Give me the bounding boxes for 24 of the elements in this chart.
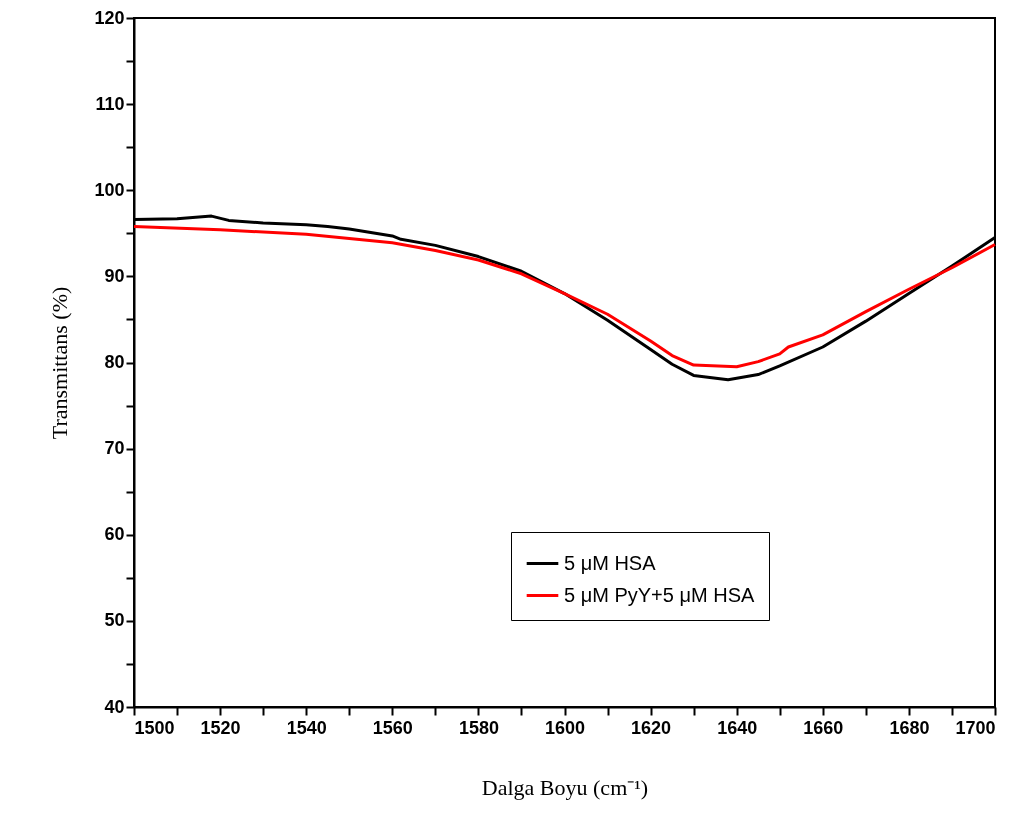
x-tick-label: 1580: [458, 717, 499, 738]
y-tick-label: 120: [94, 7, 125, 28]
y-tick-label: 50: [104, 610, 125, 631]
y-tick-label: 70: [104, 438, 125, 459]
x-tick-label: 1700: [955, 717, 996, 738]
x-tick-label: 1500: [134, 717, 175, 738]
x-tick-label: 1660: [803, 717, 844, 738]
y-tick-label: 90: [104, 265, 125, 286]
x-tick-label: 1600: [544, 717, 586, 738]
legend-label: 5 μM HSA: [564, 551, 657, 574]
y-tick-label: 60: [104, 524, 125, 545]
x-tick-label: 1520: [200, 717, 241, 738]
x-tick-label: 1640: [717, 717, 758, 738]
y-tick-label: 110: [95, 93, 125, 114]
y-tick-label: 100: [94, 179, 125, 200]
y-axis-title: Transmittans (%): [47, 286, 73, 440]
x-tick-label: 1540: [286, 717, 327, 738]
y-tick-label: 40: [104, 696, 125, 717]
x-tick-label: 1680: [889, 717, 930, 738]
x-tick-label: 1620: [631, 717, 672, 738]
legend-label: 5 μM PyY+5 μM HSA: [564, 583, 755, 606]
x-tick-label: 1560: [372, 717, 413, 738]
y-tick-label: 80: [104, 352, 125, 372]
x-axis-title: Dalga Boyu (cm⁻¹): [481, 774, 649, 800]
